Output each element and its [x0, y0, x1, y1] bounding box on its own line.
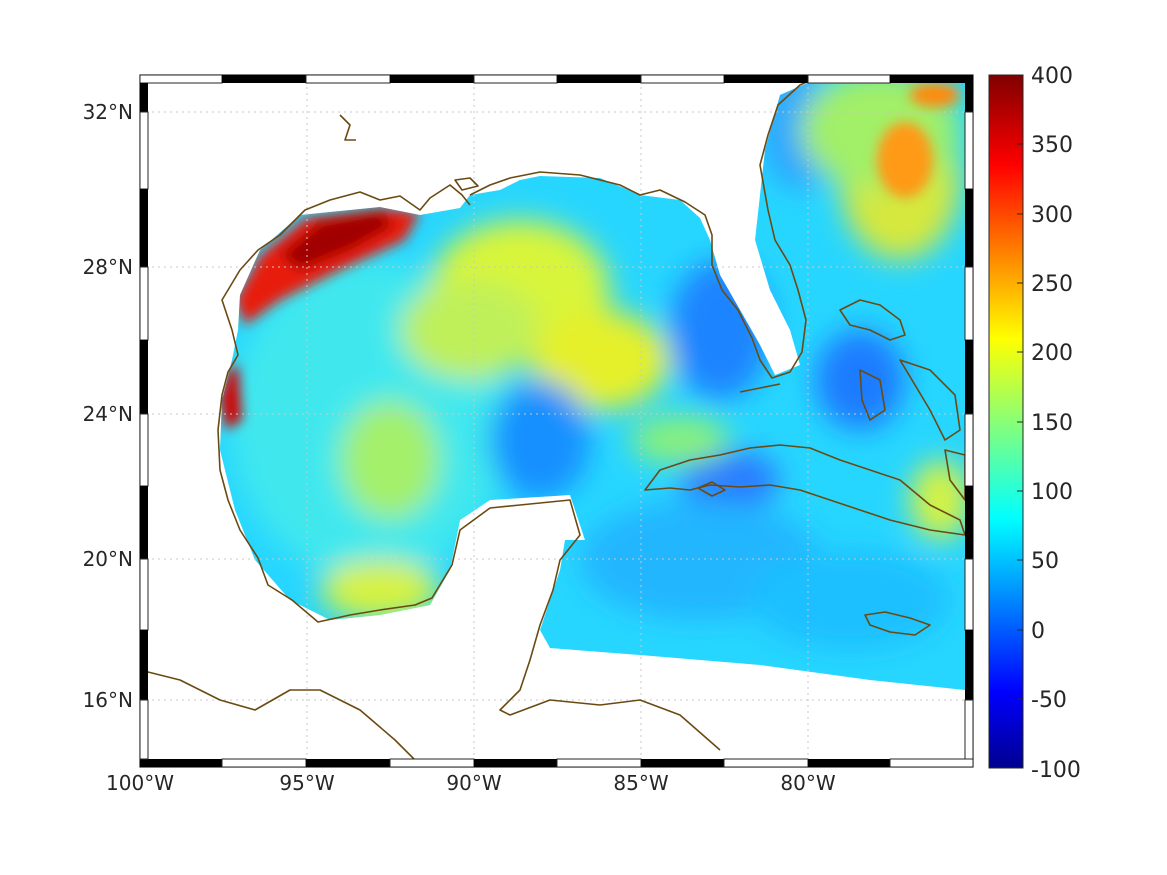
colorbar-label-0: 0 [1031, 619, 1045, 644]
lat-label-28: 28°N [83, 255, 133, 279]
lat-label-32: 32°N [83, 100, 133, 124]
lat-label-20: 20°N [83, 547, 133, 571]
map-frame [139, 74, 974, 768]
colorbar-label-250: 250 [1031, 272, 1073, 297]
colorbar-label-neg100: -100 [1031, 758, 1081, 783]
lon-label-90w: 90°W [446, 771, 501, 795]
lon-label-100w: 100°W [106, 771, 174, 795]
lon-label-80w: 80°W [780, 771, 835, 795]
colorbar-label-300: 300 [1031, 203, 1073, 228]
latitude-labels: 32°N 28°N 24°N 20°N 16°N [83, 100, 133, 712]
lon-label-85w: 85°W [613, 771, 668, 795]
longitude-labels: 100°W 95°W 90°W 85°W 80°W [106, 771, 836, 795]
colorbar-label-100: 100 [1031, 480, 1073, 505]
colorbar: 400 350 300 250 200 150 100 50 0 -50 -10… [988, 64, 1081, 783]
grid-lines [140, 75, 973, 767]
colorbar-label-200: 200 [1031, 341, 1073, 366]
lat-label-16: 16°N [83, 688, 133, 712]
colorbar-label-150: 150 [1031, 411, 1073, 436]
colorbar-label-50: 50 [1031, 549, 1059, 574]
lon-label-95w: 95°W [279, 771, 334, 795]
colorbar-label-400: 400 [1031, 64, 1073, 89]
lat-label-24: 24°N [83, 402, 133, 426]
colorbar-label-neg50: -50 [1031, 688, 1067, 713]
colorbar-label-350: 350 [1031, 133, 1073, 158]
